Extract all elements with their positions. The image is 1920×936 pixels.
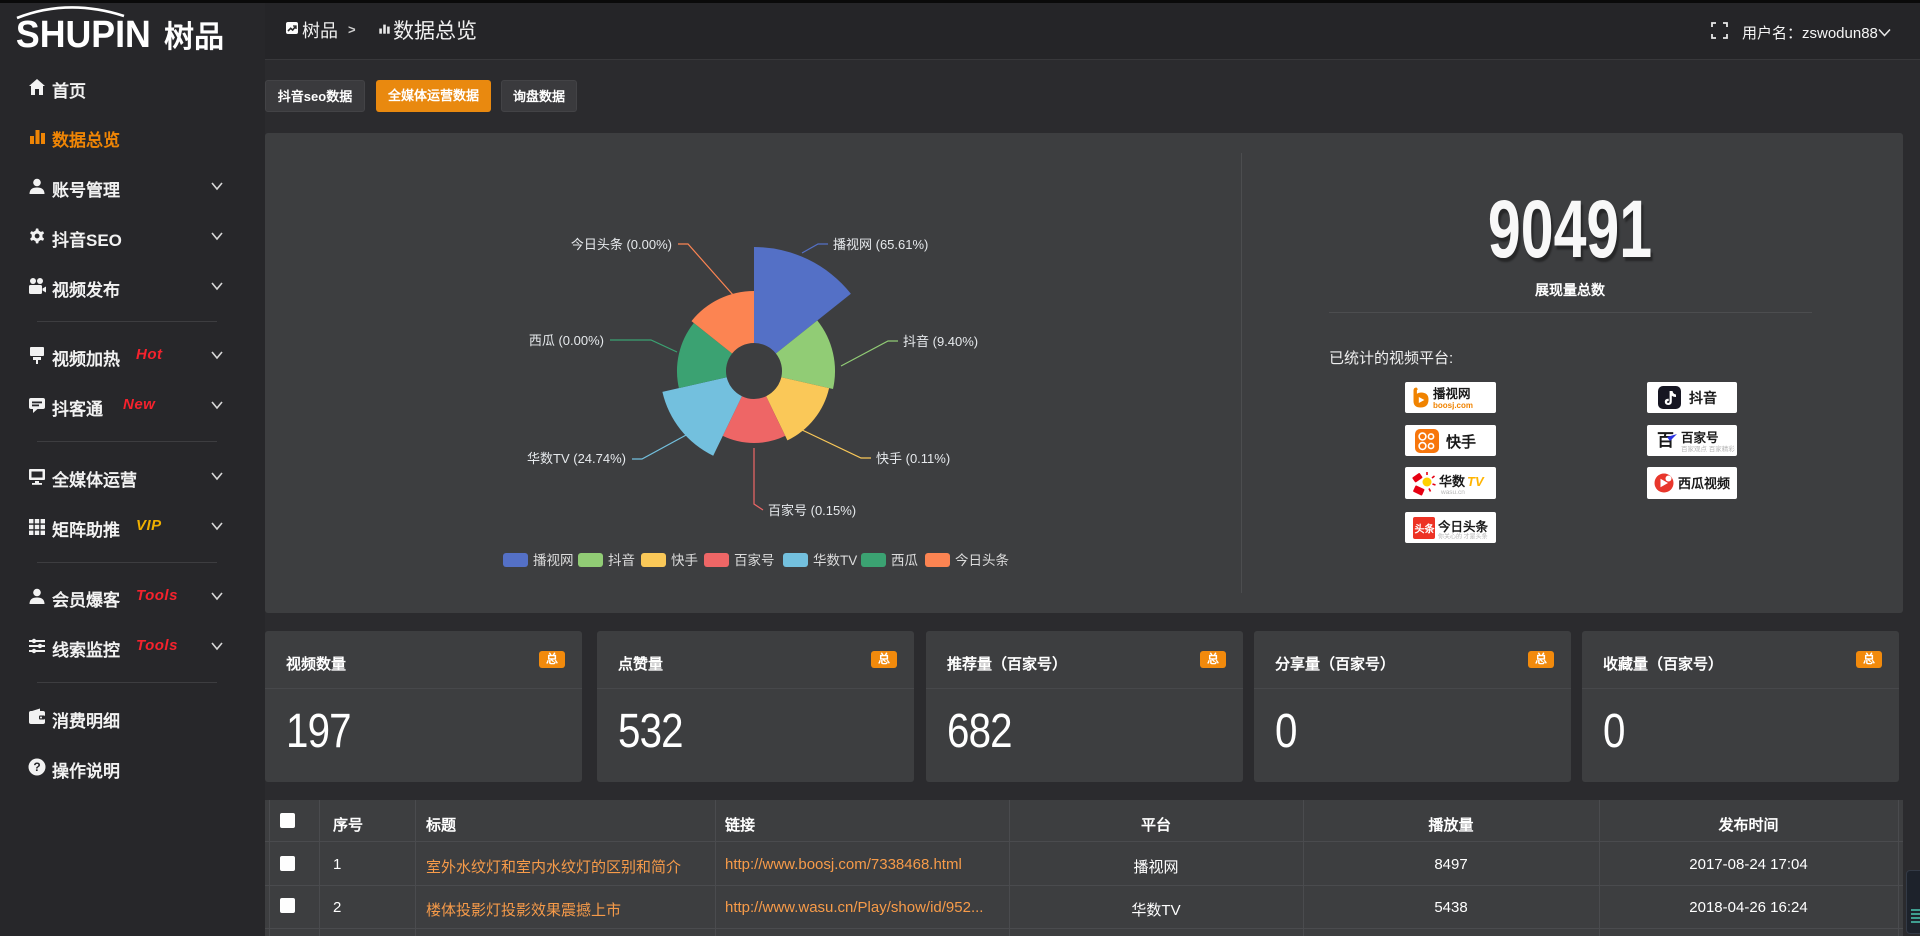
svg-text:百家号: 百家号 xyxy=(1681,430,1719,445)
svg-text:百家观点 百家精彩: 百家观点 百家精彩 xyxy=(1681,444,1735,453)
svg-text:播视网: 播视网 xyxy=(1433,386,1471,401)
svg-text:快手: 快手 xyxy=(1446,433,1476,451)
svg-text:你关心的 才是头条: 你关心的 才是头条 xyxy=(1438,533,1488,541)
svg-text:抖音: 抖音 xyxy=(1689,390,1717,406)
svg-text:快手: 快手 xyxy=(671,553,698,568)
svg-text:抖音 (9.40%): 抖音 (9.40%) xyxy=(903,334,978,349)
svg-text:今日头条: 今日头条 xyxy=(1437,519,1489,534)
svg-text:百家号: 百家号 xyxy=(734,552,775,568)
svg-text:华数TV: 华数TV xyxy=(813,553,857,568)
svg-text:wasu.cn: wasu.cn xyxy=(1440,489,1465,496)
svg-text:头条: 头条 xyxy=(1415,523,1436,536)
svg-text:西瓜: 西瓜 xyxy=(891,553,919,568)
svg-text:华数: 华数 xyxy=(1439,474,1466,489)
svg-text:今日头条 (0.00%): 今日头条 (0.00%) xyxy=(571,237,672,252)
svg-text:华数TV (24.74%): 华数TV (24.74%) xyxy=(527,451,626,466)
svg-text:抖音: 抖音 xyxy=(608,552,635,568)
svg-text:快手 (0.11%): 快手 (0.11%) xyxy=(876,451,950,466)
svg-text:百: 百 xyxy=(1657,431,1674,450)
svg-text:?: ? xyxy=(33,760,40,774)
svg-text:SHUPIN: SHUPIN xyxy=(16,13,151,55)
svg-text:西瓜 (0.00%): 西瓜 (0.00%) xyxy=(529,333,604,348)
svg-text:播视网: 播视网 xyxy=(533,553,574,568)
svg-text:百家号 (0.15%): 百家号 (0.15%) xyxy=(768,503,856,518)
svg-text:TV: TV xyxy=(1467,474,1485,489)
svg-text:西瓜视频: 西瓜视频 xyxy=(1678,476,1730,491)
svg-text:播视网 (65.61%): 播视网 (65.61%) xyxy=(833,237,928,252)
svg-text:今日头条: 今日头条 xyxy=(955,552,1009,568)
svg-text:树品: 树品 xyxy=(164,21,224,54)
svg-text:boosj.com: boosj.com xyxy=(1433,401,1473,410)
